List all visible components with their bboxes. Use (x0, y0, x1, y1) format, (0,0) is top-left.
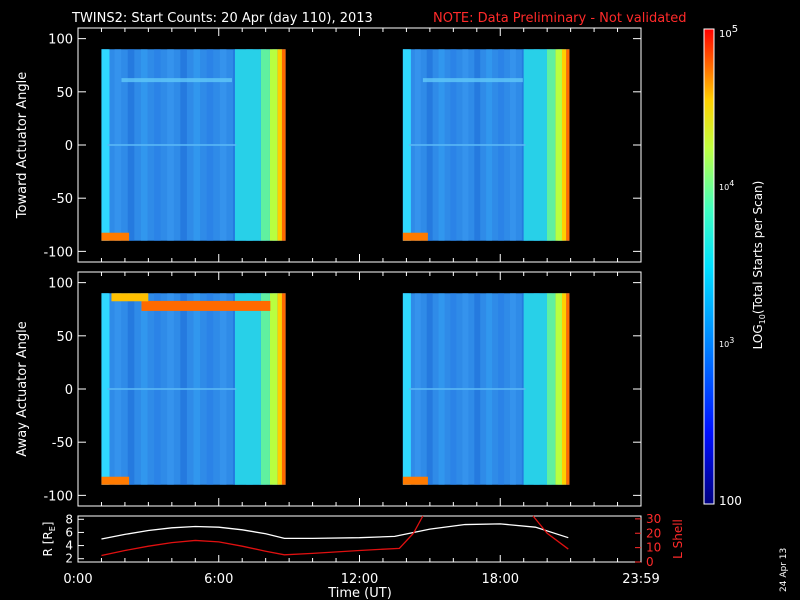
y-tick-label: -100 (43, 489, 73, 504)
heatmap-zero-line (107, 388, 237, 390)
heatmap-zero-line (107, 144, 237, 146)
heatmap-edge-cyan (101, 293, 110, 485)
time-tick-label: 23:59 (622, 572, 659, 587)
y-tick-label: 0 (65, 383, 73, 398)
colorbar-tick-1e3: 103 (719, 336, 734, 349)
heatmap-band (269, 293, 278, 485)
y-tick-label: -50 (52, 192, 73, 207)
heatmap-band (523, 293, 547, 485)
heatmap-band (277, 293, 282, 485)
colorbar-tick-100: 100 (719, 494, 742, 508)
figure-title: TWINS2: Start Counts: 20 Apr (day 110), … (71, 11, 373, 26)
heatmap-band (234, 293, 261, 485)
heatmap-zero-line (408, 144, 526, 146)
heatmap-band (555, 49, 562, 241)
time-tick-label: 0:00 (63, 572, 92, 587)
y-tick-label: -50 (52, 436, 73, 451)
time-tick-label: 12:00 (341, 572, 378, 587)
r-series-line (101, 523, 569, 540)
toward-heatmap-panel: 100 50 0 -50 -100 Toward Actuator Angle (15, 27, 642, 263)
heatmap-band (269, 49, 278, 241)
heatmap-band (234, 49, 261, 241)
toward-ylabel: Toward Actuator Angle (15, 72, 30, 219)
r-tick-label: 6 (65, 525, 73, 539)
lshell-tick-label: 10 (646, 541, 661, 555)
y-tick-label: 50 (56, 86, 73, 101)
heatmap-band (561, 293, 567, 485)
time-tick-label: 6:00 (204, 572, 233, 587)
lshell-tick-label: 0 (646, 555, 654, 569)
heatmap-band (561, 49, 567, 241)
heatmap-band (281, 49, 286, 241)
heatmap-upper-line (121, 78, 232, 83)
heatmap-edge-cyan (402, 49, 411, 241)
preliminary-note: NOTE: Data Preliminary - Not validated (433, 11, 687, 26)
y-tick-label: 100 (48, 33, 73, 48)
lshell-tick-label: 20 (646, 526, 661, 540)
heatmap-band (566, 49, 570, 241)
heatmap-band (546, 49, 556, 241)
lshell-series-line (532, 515, 569, 550)
lshell-tick-label: 30 (646, 512, 661, 526)
r-tick-label: 4 (65, 539, 73, 553)
colorbar-label: LOG10(Total Starts per Scan) (751, 181, 767, 350)
heatmap-bottom-strip (402, 232, 428, 241)
heatmap-hot-top (111, 293, 149, 302)
heatmap-band (523, 49, 547, 241)
heatmap-bottom-strip (101, 232, 130, 241)
colorbar-tick-1e4: 104 (719, 179, 734, 192)
y-tick-label: -100 (43, 245, 73, 260)
time-tick-label: 18:00 (482, 572, 519, 587)
heatmap-zero-line (408, 388, 526, 390)
r-tick-label: 2 (65, 552, 73, 566)
away-heatmap-panel: 100 50 0 -50 -100 Away Actuator Angle (15, 271, 642, 507)
y-tick-label: 0 (65, 139, 73, 154)
heatmap-band (566, 293, 570, 485)
r-tick-label: 8 (65, 512, 73, 526)
time-axis-label: Time (UT) (327, 586, 392, 600)
heatmap-edge-cyan (101, 49, 110, 241)
heatmap-upper-line (422, 78, 523, 83)
heatmap-band (260, 49, 270, 241)
r-axis-label: R [RE] (41, 522, 57, 557)
lshell-axis-label: L Shell (671, 519, 685, 559)
colorbar: 105 104 103 100 LOG10(Total Starts per S… (703, 24, 767, 508)
heatmap-band (546, 293, 556, 485)
heatmap-band (277, 49, 282, 241)
colorbar-gradient (703, 28, 715, 505)
heatmap-edge-cyan (402, 293, 411, 485)
heatmap-hot-streak (141, 300, 271, 311)
heatmap-band (260, 293, 270, 485)
heatmap-bottom-strip (402, 476, 428, 485)
y-tick-label: 100 (48, 277, 73, 292)
heatmap-band (555, 293, 562, 485)
date-stamp: 24 Apr 13 (779, 548, 789, 592)
y-tick-label: 50 (56, 330, 73, 345)
heatmap-bottom-strip (101, 476, 130, 485)
colorbar-tick-1e5: 105 (719, 24, 738, 40)
heatmap-band (281, 293, 286, 485)
away-ylabel: Away Actuator Angle (15, 321, 30, 456)
lshell-series-line (101, 515, 424, 557)
